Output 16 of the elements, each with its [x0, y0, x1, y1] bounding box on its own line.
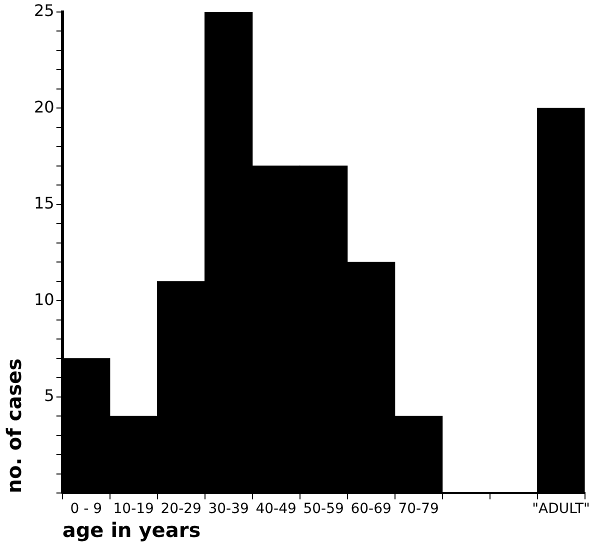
x-tick-label: 20-29 — [160, 501, 202, 518]
x-tick-label: 60-69 — [350, 501, 392, 518]
y-tick-label: 10 — [34, 290, 54, 309]
x-tick-label: 70-79 — [398, 501, 439, 518]
x-tick-label: 50-59 — [303, 501, 344, 518]
y-tick-label: 5 — [44, 386, 54, 406]
y-tick-label: 20 — [34, 97, 54, 116]
x-tick-label: "ADULT" — [532, 501, 590, 518]
x-axis-title: age in years — [62, 518, 201, 542]
x-tick-label: 40-49 — [256, 501, 296, 518]
x-tick-label: 30-39 — [208, 501, 249, 518]
x-tick-label: 10-19 — [113, 501, 154, 518]
x-tick-label: 0 - 9 — [70, 501, 102, 518]
y-tick-label: 25 — [34, 1, 54, 20]
y-tick-label: 15 — [34, 194, 54, 213]
y-axis-title: no. of cases — [2, 358, 26, 494]
